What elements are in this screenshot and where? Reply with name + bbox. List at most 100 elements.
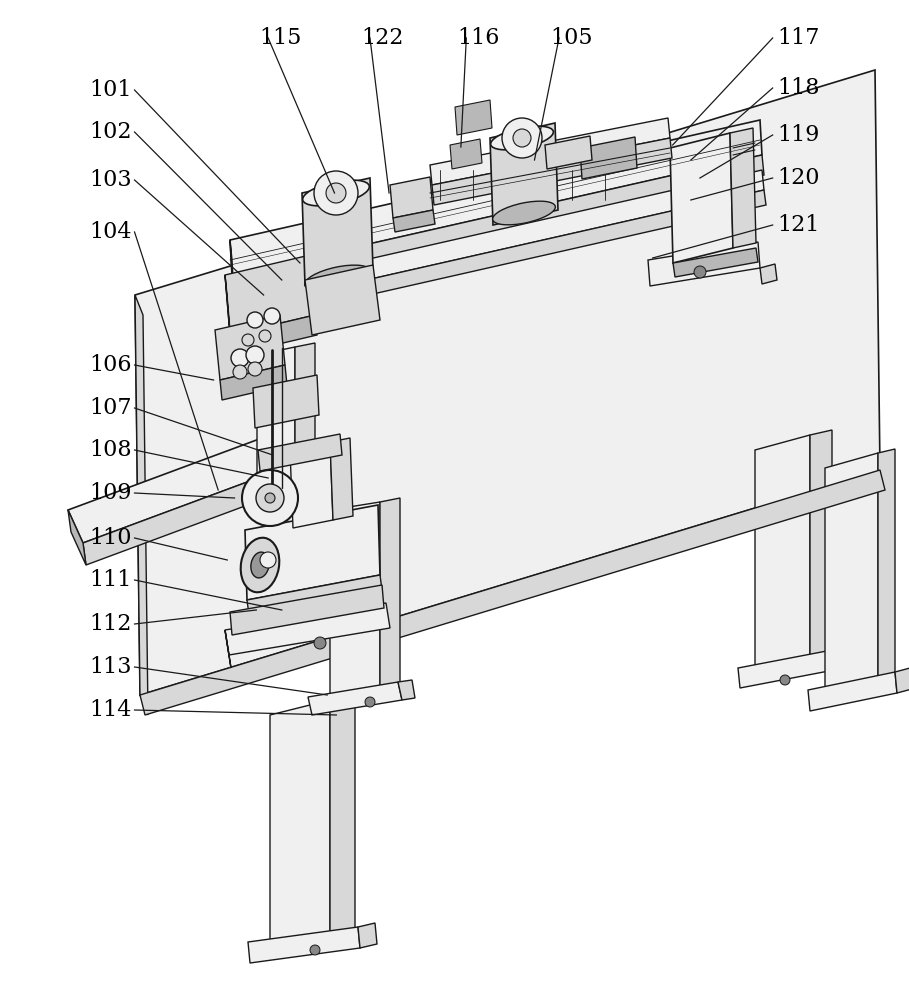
Text: 111: 111 [89,569,132,591]
Polygon shape [225,603,390,655]
Polygon shape [545,136,592,169]
Polygon shape [490,123,558,225]
Polygon shape [738,650,834,688]
Polygon shape [450,139,482,169]
Text: 103: 103 [89,169,132,191]
Polygon shape [260,425,300,470]
Text: 117: 117 [777,27,820,49]
Text: 107: 107 [89,397,132,419]
Circle shape [259,330,271,342]
Ellipse shape [303,180,369,206]
Circle shape [246,346,264,364]
Polygon shape [247,575,382,615]
Polygon shape [68,510,86,565]
Polygon shape [430,118,670,185]
Circle shape [233,365,247,379]
Circle shape [242,334,254,346]
Polygon shape [398,680,415,700]
Polygon shape [878,449,895,683]
Polygon shape [673,248,758,277]
Circle shape [260,552,276,568]
Polygon shape [258,434,342,471]
Circle shape [247,312,263,328]
Circle shape [248,362,262,376]
Text: 114: 114 [89,699,132,721]
Polygon shape [330,695,355,940]
Polygon shape [234,190,766,325]
Text: 120: 120 [777,167,820,189]
Text: 121: 121 [777,214,820,236]
Polygon shape [295,343,315,490]
Circle shape [231,349,249,367]
Circle shape [264,308,280,324]
Polygon shape [232,170,764,310]
Circle shape [513,129,531,147]
Circle shape [310,945,320,955]
Text: 116: 116 [457,27,500,49]
Circle shape [314,637,326,649]
Polygon shape [230,120,762,275]
Text: 109: 109 [89,482,132,504]
Circle shape [365,697,375,707]
Polygon shape [225,255,315,335]
Ellipse shape [493,201,555,225]
Polygon shape [648,242,760,286]
Circle shape [256,484,284,512]
Text: 115: 115 [259,27,302,49]
Ellipse shape [305,265,372,291]
Text: 122: 122 [361,27,404,49]
Polygon shape [68,435,285,543]
Text: 106: 106 [89,354,132,376]
Text: 119: 119 [777,124,820,146]
Polygon shape [232,155,764,295]
Circle shape [326,183,346,203]
Polygon shape [220,365,287,400]
Polygon shape [302,178,373,285]
Polygon shape [760,264,777,284]
Polygon shape [330,438,353,520]
Text: 101: 101 [89,79,132,101]
Polygon shape [330,502,380,706]
Polygon shape [253,375,319,428]
Polygon shape [808,672,897,711]
Polygon shape [257,347,295,498]
Polygon shape [290,442,333,528]
Polygon shape [308,682,402,715]
Polygon shape [755,435,810,680]
Text: 102: 102 [89,121,132,143]
Text: 113: 113 [89,656,132,678]
Polygon shape [832,646,850,670]
Polygon shape [670,133,733,263]
Polygon shape [230,585,384,635]
Ellipse shape [241,538,279,592]
Polygon shape [825,453,878,698]
Polygon shape [393,210,435,232]
Polygon shape [135,70,880,695]
Polygon shape [895,668,909,693]
Polygon shape [230,240,234,295]
Circle shape [314,171,358,215]
Circle shape [242,470,298,526]
Polygon shape [140,470,885,715]
Polygon shape [455,100,492,135]
Polygon shape [380,498,400,698]
Circle shape [502,118,542,158]
Text: 105: 105 [550,27,593,49]
Polygon shape [305,265,380,335]
Circle shape [694,266,706,278]
Text: 118: 118 [777,77,820,99]
Polygon shape [230,315,317,355]
Polygon shape [245,505,380,600]
Polygon shape [730,128,756,248]
Ellipse shape [491,126,554,150]
Text: 104: 104 [89,221,132,243]
Polygon shape [390,177,433,218]
Polygon shape [83,468,288,565]
Polygon shape [270,700,330,955]
Polygon shape [358,923,377,948]
Text: 112: 112 [89,613,132,635]
Polygon shape [135,295,148,715]
Polygon shape [215,315,285,380]
Polygon shape [225,630,231,668]
Polygon shape [580,137,637,179]
